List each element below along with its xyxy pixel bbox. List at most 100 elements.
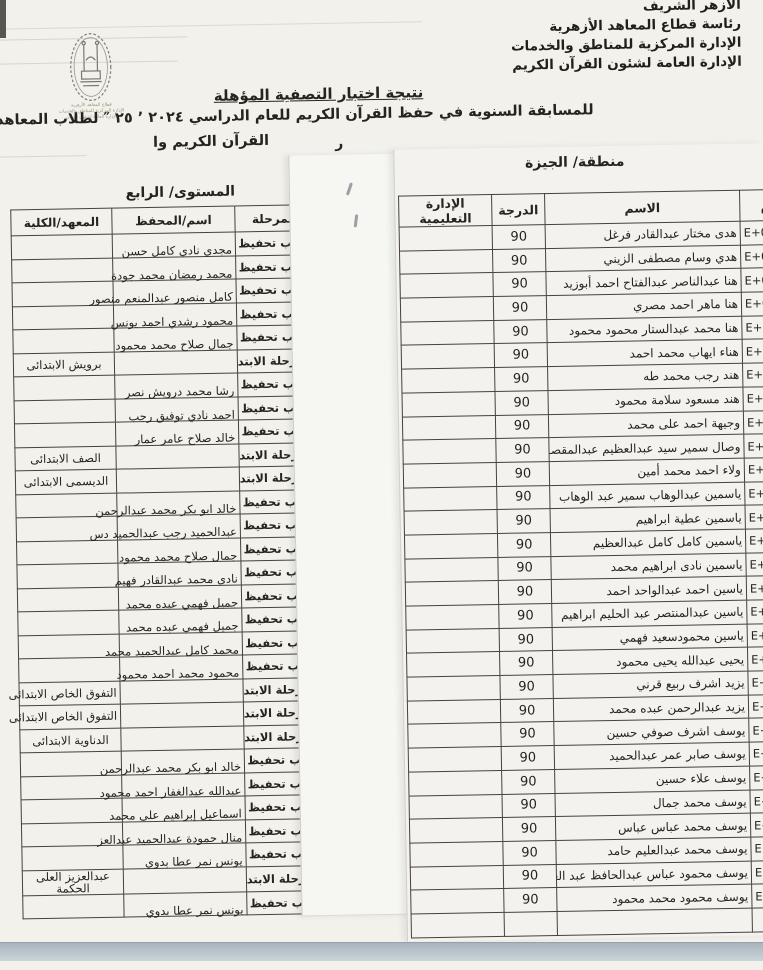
institute-cell (13, 328, 114, 353)
institute-cell: الديسمى الابتدائى (15, 469, 116, 494)
student-name-cell: ياسين عبدالمنتصر عبد الحليم ابراهيم (552, 600, 747, 627)
teacher-name-cell: جمال صلاح محمد محمود (118, 537, 241, 563)
grade-cell: 90 (499, 627, 552, 652)
row-number-cell: E+03 (744, 433, 763, 458)
admin-cell (408, 723, 501, 748)
row-number-cell: E+03 (752, 883, 763, 908)
admin-cell (411, 912, 504, 937)
row-number-cell: E+03 (749, 741, 763, 766)
teacher-name-cell: جميل فهمي عبده محمد (119, 608, 242, 634)
student-name-cell: يحيى عبدالله يحيى محمود (553, 648, 748, 675)
teacher-name-cell: مجدي نادي كامل حسن (112, 232, 235, 258)
grade-cell: 90 (500, 698, 553, 723)
teacher-name-cell: جمال صلاح محمد محمود (114, 326, 237, 352)
grade-cell: 90 (500, 651, 553, 676)
student-name-cell: يوسف محمود محمد محمود (557, 884, 752, 911)
grade-cell: 90 (497, 485, 550, 510)
admin-cell (403, 462, 496, 487)
grade-cell: 90 (492, 225, 545, 250)
institute-cell (11, 234, 112, 259)
teacher-name-cell: كامل منصور عبدالمنعم منصور (113, 279, 236, 305)
teacher-name-cell: رشا محمد درويش نصر (115, 373, 238, 399)
institute-cell (19, 657, 120, 682)
admin-cell (407, 699, 500, 724)
admin-cell (404, 486, 497, 511)
student-name-cell: هناء ايهاب محمد احمد (547, 340, 742, 367)
row-number-cell: E+03 (743, 410, 763, 435)
row-number-cell: E+03 (740, 220, 763, 245)
institute-cell (14, 399, 115, 424)
row-number-cell: E+03 (747, 623, 763, 648)
institute-cell (17, 540, 118, 565)
institute-cell (23, 894, 124, 919)
admin-cell (409, 770, 502, 795)
row-number-cell: E+03 (743, 386, 763, 411)
admin-cell (402, 415, 495, 440)
student-name-cell: يزيد عبدالرحمن عبده محمد (553, 695, 748, 722)
admin-cell (405, 557, 498, 582)
institute-cell (14, 422, 115, 447)
row-number-cell: E+03 (743, 362, 763, 387)
admin-cell (403, 439, 496, 464)
admin-cell (410, 841, 503, 866)
student-name-cell: هنا عبدالناصر عبدالفتاح احمد أبوزيد (546, 269, 741, 296)
admin-cell (409, 794, 502, 819)
admin-cell (407, 676, 500, 701)
scanner-bed-strip (0, 942, 763, 961)
student-name-cell: ياسمين عبدالوهاب سمير عبد الوهاب (550, 482, 745, 509)
admin-cell (411, 889, 504, 914)
teacher-name-cell: اسماعيل إبراهيم على محمد (122, 796, 245, 822)
teacher-name-cell (116, 443, 239, 469)
institute-cell: التفوق الخاص الابتدائى (19, 681, 120, 706)
institute-cell (22, 845, 123, 870)
staple-mark (354, 214, 359, 227)
grade-cell: 90 (500, 675, 553, 700)
student-name-cell: هنا ماهر احمد مصري (546, 292, 741, 319)
teacher-name-cell: محمد رمضان محمد جودة (113, 256, 236, 282)
grade-cell: 90 (504, 888, 557, 913)
grade-cell: 90 (502, 817, 555, 842)
student-name-cell: وجيهة احمد على محمد (548, 411, 743, 438)
row-number-cell (752, 907, 763, 932)
grade-column-header: الدرجة (492, 194, 546, 226)
row-number-cell: E+03 (745, 481, 763, 506)
admin-cell (404, 533, 497, 558)
admin-cell (410, 865, 503, 890)
student-name-cell: هنا محمد عبدالستار محمود محمود (547, 316, 742, 343)
row-number-cell: E+03 (750, 812, 763, 837)
grade-cell: 90 (494, 319, 547, 344)
row-number-cell: E+03 (750, 789, 763, 814)
grade-cell: 90 (493, 272, 546, 297)
admin-cell (401, 320, 494, 345)
admin-cell (401, 344, 494, 369)
teacher-column-header: اسم/المحفظ (112, 206, 235, 234)
row-number-cell: E+03 (742, 315, 763, 340)
admin-cell (404, 510, 497, 535)
row-number-cell: E+03 (749, 718, 763, 743)
institute-cell (18, 610, 119, 635)
grade-cell: 90 (499, 604, 552, 629)
teacher-name-cell: خالد ابو بكر محمد عبدالرحمن (121, 749, 244, 775)
grade-cell: 90 (497, 532, 550, 557)
student-name-cell: ياسين محمودسعيد فهمي (552, 624, 747, 651)
admin-cell (406, 628, 499, 653)
student-name-cell: يوسف صابر عمر عبدالحميد (554, 742, 749, 769)
teacher-name-cell: منال حمودة عبدالحميد عبدالعز (122, 819, 245, 845)
row-number-cell: E+03 (746, 552, 763, 577)
grade-cell: 90 (495, 390, 548, 415)
row-number-cell: E+03 (745, 505, 763, 530)
admin-cell (407, 652, 500, 677)
admin-column-header: الإدارة التعليمية (399, 195, 493, 228)
teacher-name-cell: يونس نمر عطا بدوي (123, 843, 246, 869)
student-name-cell: يزيد اشرف ربيع قرني (553, 671, 748, 698)
admin-cell (406, 604, 499, 629)
grade-cell: 90 (496, 438, 549, 463)
student-name-cell: يوسف اشرف صوفي حسين (554, 719, 749, 746)
teacher-name-cell: محمود محمد احمد محمود (120, 655, 243, 681)
letterhead-line: الإدارة العامة لشئون القرآن الكريم (511, 53, 742, 76)
student-name-cell: يوسف محمود عباس عبدالحافظ عبد العزيز (556, 861, 751, 888)
teacher-name-cell (121, 725, 244, 751)
admin-cell (405, 581, 498, 606)
